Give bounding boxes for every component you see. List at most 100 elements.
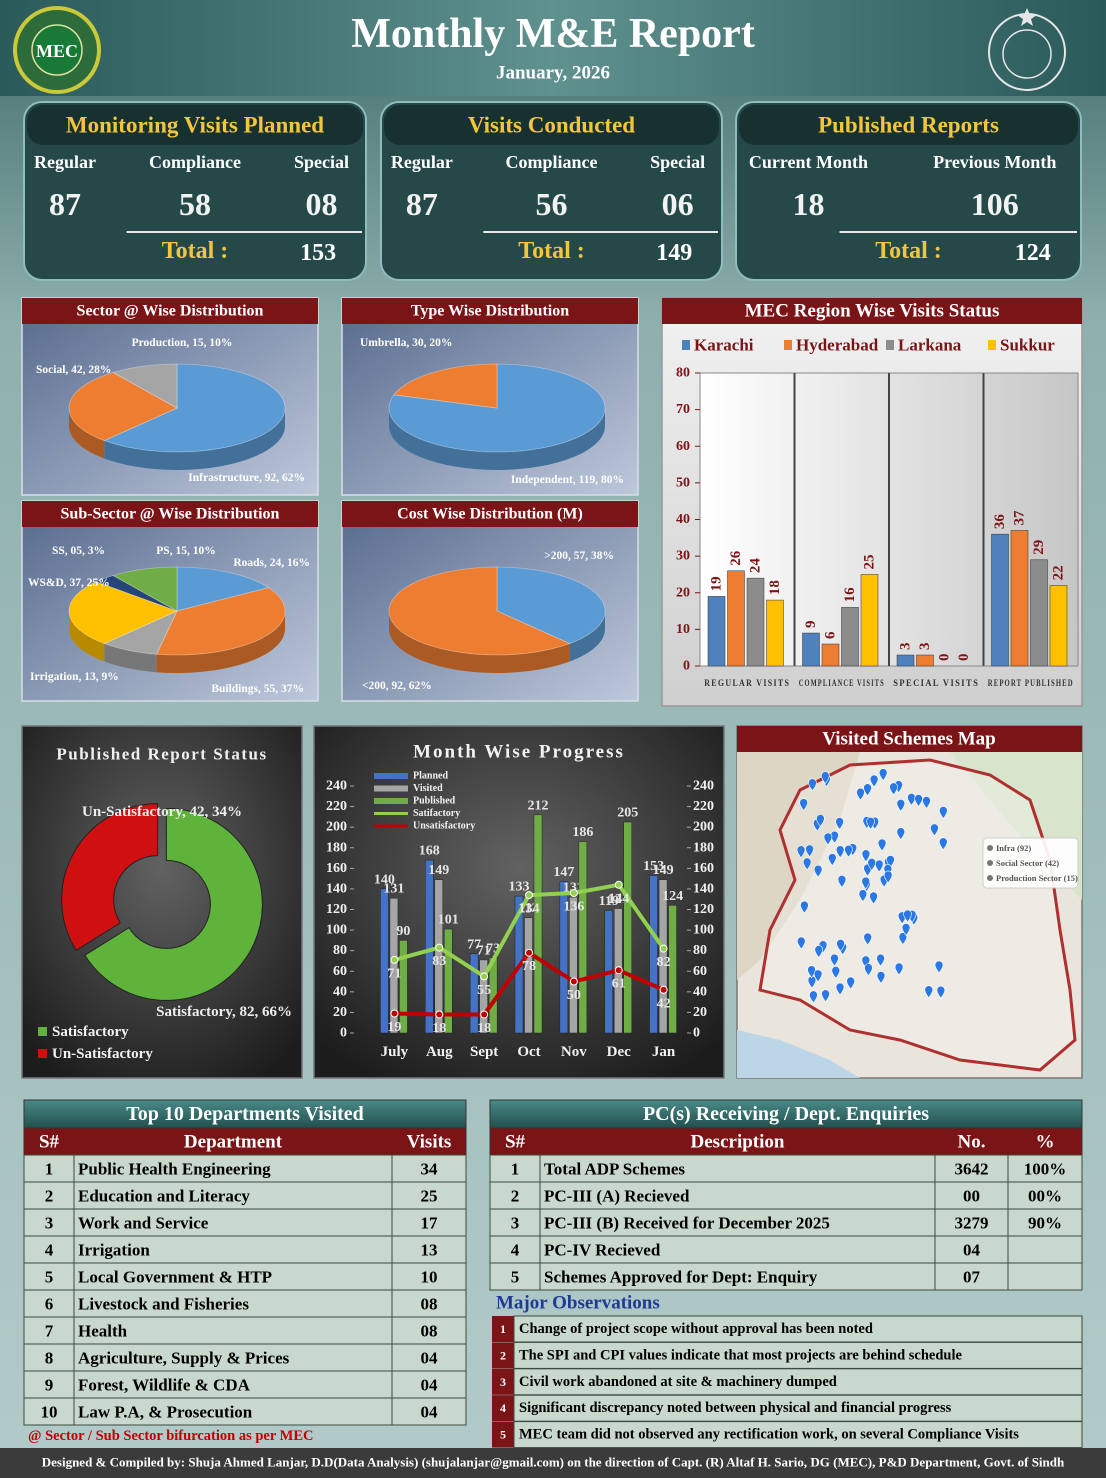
table-cell [73,1316,393,1345]
cell-text: 04 [963,1241,981,1260]
data-label: Satisfactory, 82, 66% [156,1004,292,1020]
cell-text: PC-III (A) Recieved [544,1187,690,1206]
slice [103,363,286,453]
ring-segment [84,807,263,1001]
chart-title: Published Report Status [56,745,267,764]
map-pin [866,816,875,830]
cell-text: 7 [45,1322,54,1341]
value-label: 71 [477,943,491,958]
bar [1049,585,1068,667]
cell-text: 25 [421,1187,438,1206]
map-pin [808,778,817,792]
kpi-title: Monitoring Visits Planned [66,113,324,138]
kpi-title: Visits Conducted [468,113,635,138]
map-pin [894,962,904,976]
value-label: 149 [653,863,674,878]
map-legend-icon [987,845,993,851]
table-cell [934,1208,1009,1237]
kpi-column-label: Compliance [506,152,598,172]
slice [388,363,606,453]
value-label: 90 [396,924,410,939]
y-tick-label: 240 [326,779,347,794]
observation-number-cell [492,1316,514,1342]
slice [393,363,498,409]
observation-number: 2 [500,1348,506,1362]
point [659,985,668,994]
table-cell [73,1397,393,1426]
map-pin [836,939,845,952]
map-title: Visited Schemes Map [822,729,995,750]
cell-text: 17 [421,1214,439,1233]
data-label: Umbrella, 30, 20% [360,337,452,349]
map-pin [796,845,806,859]
cell-text: 3 [45,1214,54,1233]
y-tick-label: 120 [326,902,347,917]
bar [559,881,569,1034]
cell-text: 100% [1024,1160,1067,1179]
map-legend-icon [987,875,993,881]
data-label: >200, 57, 38% [544,550,614,562]
map-legend-label: Infra (92) [996,843,1031,853]
table-cell [1007,1154,1083,1183]
observation-cell [513,1421,1083,1449]
cell-text: 04 [421,1349,439,1368]
legend-swatch [38,1027,47,1036]
cell-text: 3642 [955,1160,989,1179]
kpi-column-label: Regular [34,152,96,172]
observation-text: Civil work abandoned at site & machinery… [519,1374,837,1390]
cell-text: 00 [963,1187,980,1206]
cell-text: 08 [421,1295,438,1314]
y2-tick-label: 240 [693,779,714,794]
point [569,889,578,898]
table-cell [23,1154,75,1183]
chart-title-band [662,298,1082,324]
value-label: 36 [992,514,1008,530]
map-pin [924,985,934,999]
emblem-inner [1002,29,1052,79]
value-label: 82 [657,955,671,970]
cell-text: 3279 [955,1214,989,1233]
emblem-star [1017,8,1037,26]
kpi-column-label: Regular [391,152,453,172]
kpi-value: 58 [179,186,211,222]
slice-side [569,611,605,662]
map-pin [876,971,886,984]
value-label: 3 [898,643,914,651]
chart-title-band [342,501,638,527]
map-pin [936,985,946,999]
y-tick-label: 80 [333,943,347,958]
y-tick-label: 0 [683,659,690,674]
bar [746,577,765,667]
data-label: Production, 15, 10% [132,337,233,349]
cell-text: Work and Service [78,1214,209,1233]
legend-label: Larkana [898,336,962,355]
value-label: 0 [937,654,953,662]
value-label: 22 [1051,565,1067,580]
kpi-value: 08 [306,186,338,222]
observation-text: Significant discrepancy noted between ph… [519,1400,952,1416]
point [480,1010,489,1019]
report-title: Monthly M&E Report [351,11,755,57]
cell-text: 08 [421,1322,438,1341]
column-header: Description [691,1132,785,1153]
legend-label: Planned [413,771,448,782]
logo-text: MEC [36,41,78,61]
cell-text: Schemes Approved for Dept: Enquiry [544,1268,818,1287]
data-label: WS&D, 37, 25% [28,577,110,589]
cell-text: 07 [963,1268,981,1287]
y2-tick-label: 40 [693,984,707,999]
cell-text: PC-III (B) Received for December 2025 [544,1214,830,1233]
point [569,977,578,986]
value-label: 153 [643,859,664,874]
cell-text: 00% [1028,1187,1062,1206]
legend-swatch [886,340,894,350]
x-tick-label: SPECIAL VISITS [893,678,979,688]
point [525,948,533,957]
section-title: Major Observations [496,1293,660,1314]
bar [425,859,434,1034]
table-cell [73,1154,393,1183]
value-label: 3 [917,643,933,651]
value-label: 136 [563,900,584,915]
legend-swatch [374,798,408,804]
